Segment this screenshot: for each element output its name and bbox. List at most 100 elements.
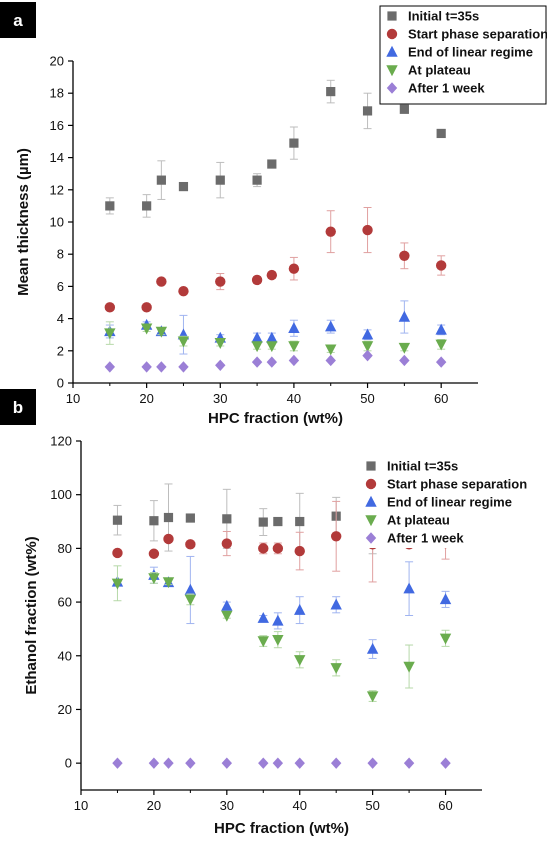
data-point [163, 757, 174, 769]
y-tick-label: 10 [50, 215, 64, 230]
legend-symbol [386, 65, 398, 77]
data-point [177, 336, 190, 348]
data-point [367, 757, 378, 769]
y-tick-label: 8 [57, 247, 64, 262]
data-point [325, 354, 336, 367]
data-point [178, 181, 189, 192]
panel-label-box [0, 389, 36, 425]
legend-symbol [365, 495, 377, 507]
data-point [272, 634, 284, 646]
series-4 [104, 349, 447, 373]
data-point [112, 547, 123, 559]
panel-label-box [0, 2, 36, 38]
x-tick-label: 20 [147, 798, 161, 813]
data-point [148, 757, 160, 769]
legend: Initial t=35s Start phase separation End o… [379, 5, 547, 105]
data-point [330, 531, 342, 542]
data-point [104, 361, 116, 373]
series-2 [104, 300, 447, 355]
data-point [272, 614, 284, 626]
data-point [221, 538, 233, 549]
data-point [221, 599, 233, 611]
data-point [112, 515, 123, 525]
panel-label-text: a [13, 11, 23, 30]
legend-symbol [365, 478, 377, 490]
data-point [258, 543, 269, 554]
y-axis-title: Mean thickness (µm) [15, 148, 32, 296]
data-point [294, 545, 305, 557]
legend-box [379, 5, 547, 105]
data-point [435, 339, 447, 351]
data-point [185, 513, 195, 523]
data-point [184, 583, 197, 595]
x-tick-label: 40 [292, 798, 306, 813]
x-tick-label: 30 [220, 798, 234, 813]
legend-symbol [365, 515, 377, 527]
data-point [439, 593, 452, 605]
panel-label: b [0, 389, 36, 425]
legend-symbol [366, 461, 376, 471]
data-point [140, 323, 153, 335]
x-tick-label: 50 [360, 391, 374, 406]
data-point [148, 573, 160, 585]
series-0 [105, 79, 446, 218]
data-point [361, 328, 374, 340]
x-tick-label: 40 [287, 391, 301, 406]
data-point [148, 548, 160, 559]
y-tick-label: 4 [57, 311, 64, 326]
data-point [258, 757, 269, 769]
data-point [266, 269, 278, 281]
y-tick-label: 18 [50, 86, 64, 101]
legend-symbol [387, 11, 397, 21]
data-point [361, 341, 374, 353]
data-point [266, 356, 278, 368]
data-point [435, 260, 447, 271]
data-point [435, 323, 447, 335]
data-point [366, 691, 379, 703]
data-point [325, 226, 336, 237]
data-point [326, 86, 336, 97]
series-4 [112, 757, 451, 769]
data-point [288, 263, 300, 274]
chart-panel-b: b 10 20 30 40 50 60 0 20 40 60 80 100 120 HPC fraction… [0, 389, 527, 837]
panel-label-text: b [13, 398, 23, 417]
data-point [295, 516, 305, 527]
y-tick-label: 2 [57, 343, 64, 358]
data-point [325, 320, 337, 332]
data-point [162, 577, 175, 589]
legend-box [357, 452, 525, 548]
data-point [330, 598, 342, 610]
y-tick-label: 6 [57, 279, 64, 294]
y-tick-label: 80 [58, 541, 72, 556]
data-point [362, 224, 373, 236]
legend-entry: Start phase separation [387, 477, 527, 492]
data-point [362, 106, 373, 116]
data-point [215, 276, 226, 287]
data-point [330, 757, 342, 769]
legend-entry: Initial t=35s [408, 9, 479, 24]
x-tick-label: 60 [438, 798, 452, 813]
data-point [163, 533, 174, 545]
x-axis-title: HPC fraction (wt%) [208, 410, 343, 427]
y-tick-label: 40 [58, 648, 72, 663]
legend-entry: Start phase separation [408, 27, 547, 42]
data-point [156, 276, 167, 287]
data-point [141, 302, 152, 313]
data-point [258, 517, 268, 527]
series-3 [111, 565, 452, 703]
data-point [288, 354, 300, 367]
data-point [112, 757, 123, 769]
legend-symbol [386, 45, 398, 57]
data-point [252, 175, 262, 185]
data-point [403, 661, 415, 673]
x-tick-label: 10 [74, 798, 88, 813]
legend-symbol [365, 532, 377, 544]
x-axis-title: HPC fraction (wt%) [214, 820, 349, 837]
series-3 [104, 321, 447, 356]
legend-entry: End of linear regime [408, 45, 533, 60]
data-point [156, 175, 166, 185]
data-point [155, 326, 168, 338]
legend: Initial t=35s Start phase separation End o… [357, 452, 527, 548]
x-tick-label: 20 [139, 391, 153, 406]
